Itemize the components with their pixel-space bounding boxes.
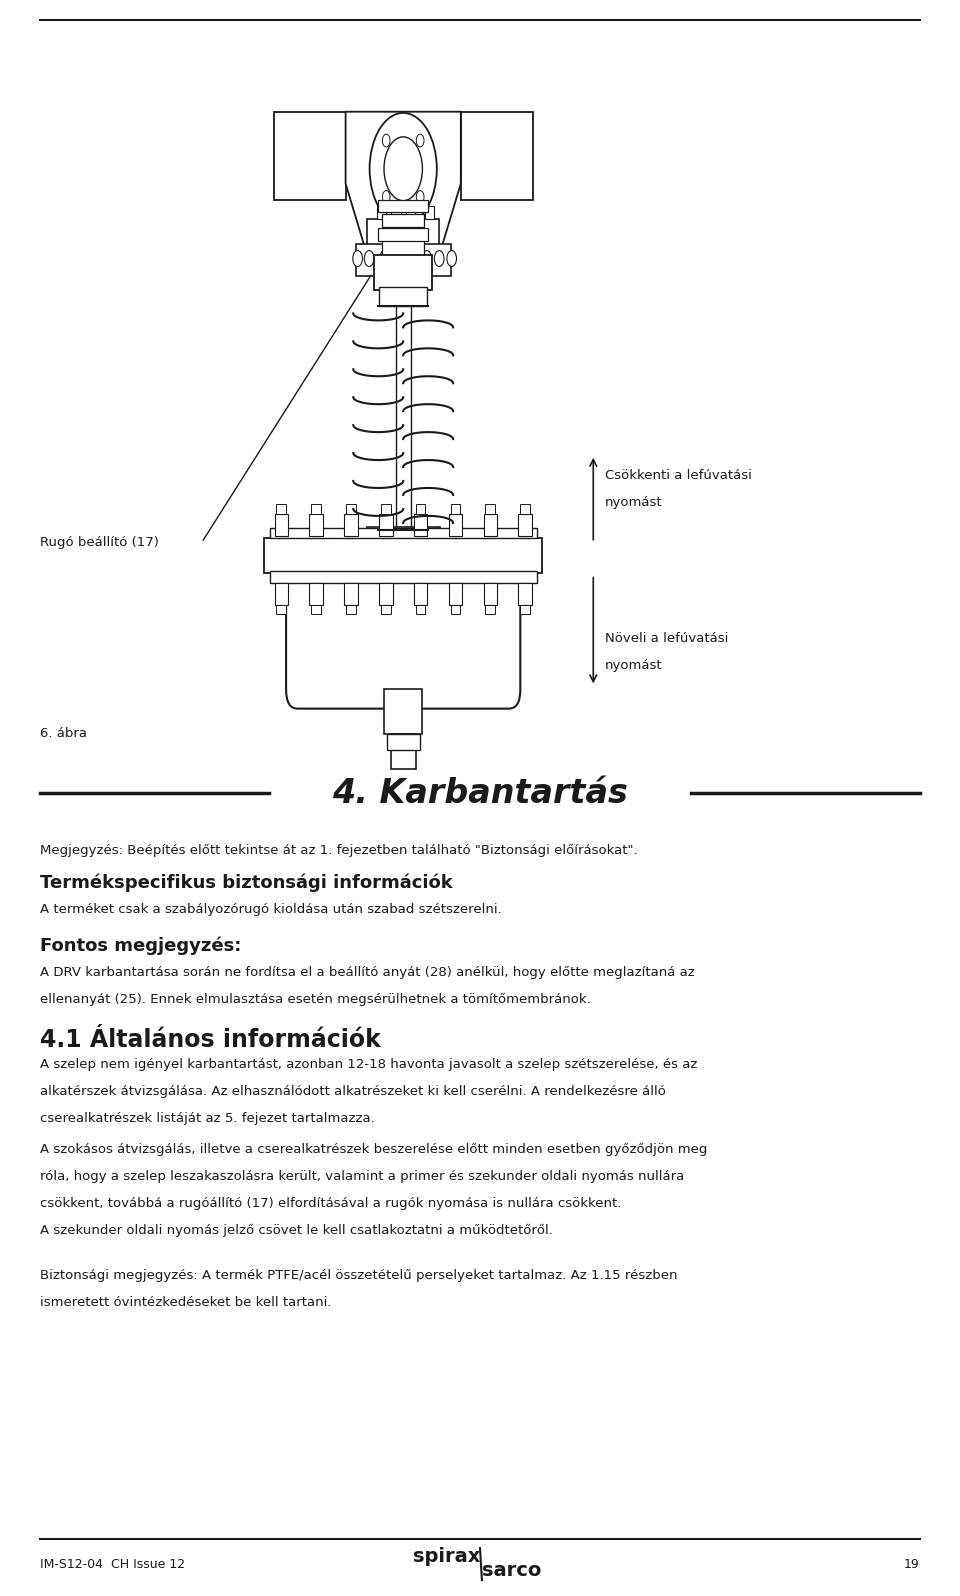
Text: Rugó beállító (17): Rugó beállító (17) — [40, 536, 159, 549]
Text: róla, hogy a szelep leszakaszolásra került, valamint a primer és szekunder oldal: róla, hogy a szelep leszakaszolásra kerü… — [40, 1170, 684, 1183]
Circle shape — [384, 137, 422, 201]
Text: A terméket csak a szabályozórugó kioldása után szabad szétszerelni.: A terméket csak a szabályozórugó kioldás… — [40, 903, 502, 916]
Text: spirax: spirax — [413, 1547, 480, 1566]
Text: Növeli a lefúvatási: Növeli a lefúvatási — [605, 632, 729, 645]
FancyBboxPatch shape — [270, 528, 537, 538]
Text: ismeretett óvintézkedéseket be kell tartani.: ismeretett óvintézkedéseket be kell tart… — [40, 1296, 332, 1309]
FancyBboxPatch shape — [270, 571, 537, 583]
FancyBboxPatch shape — [311, 605, 321, 614]
FancyBboxPatch shape — [520, 504, 530, 514]
Circle shape — [380, 251, 390, 267]
FancyBboxPatch shape — [391, 734, 416, 769]
FancyBboxPatch shape — [414, 514, 427, 536]
FancyBboxPatch shape — [374, 255, 432, 290]
FancyBboxPatch shape — [379, 583, 393, 605]
FancyBboxPatch shape — [414, 583, 427, 605]
FancyBboxPatch shape — [405, 206, 415, 219]
FancyBboxPatch shape — [520, 605, 530, 614]
FancyBboxPatch shape — [387, 734, 420, 750]
FancyBboxPatch shape — [484, 583, 497, 605]
FancyBboxPatch shape — [345, 514, 358, 536]
FancyBboxPatch shape — [355, 244, 451, 276]
FancyBboxPatch shape — [382, 239, 424, 255]
FancyBboxPatch shape — [345, 583, 358, 605]
Text: 4. Karbantartás: 4. Karbantartás — [332, 777, 628, 809]
Polygon shape — [346, 112, 461, 247]
FancyBboxPatch shape — [367, 527, 440, 543]
FancyBboxPatch shape — [347, 504, 356, 514]
FancyBboxPatch shape — [309, 583, 323, 605]
Text: alkatérszek átvizsgálása. Az elhasználódott alkatrészeket ki kell cserélni. A re: alkatérszek átvizsgálása. Az elhasználód… — [40, 1085, 666, 1098]
Circle shape — [422, 251, 432, 267]
FancyBboxPatch shape — [486, 504, 495, 514]
FancyBboxPatch shape — [376, 206, 386, 219]
Text: Csökkenti a lefúvatási: Csökkenti a lefúvatási — [605, 469, 752, 482]
FancyBboxPatch shape — [286, 546, 520, 709]
FancyBboxPatch shape — [484, 514, 497, 536]
FancyBboxPatch shape — [274, 112, 346, 200]
FancyBboxPatch shape — [347, 605, 356, 614]
FancyBboxPatch shape — [396, 273, 411, 551]
FancyBboxPatch shape — [264, 538, 542, 573]
Text: ellenanyát (25). Ennek elmulasztása esetén megsérülhetnek a tömítőmembránok.: ellenanyát (25). Ennek elmulasztása eset… — [40, 993, 591, 1005]
Circle shape — [434, 251, 444, 267]
FancyBboxPatch shape — [416, 504, 425, 514]
Text: Fontos megjegyzés:: Fontos megjegyzés: — [40, 937, 242, 956]
Circle shape — [382, 190, 390, 203]
FancyBboxPatch shape — [450, 605, 460, 614]
Circle shape — [417, 134, 424, 147]
Text: Termékspecifikus biztonsági információk: Termékspecifikus biztonsági információk — [40, 873, 453, 892]
Text: 6. ábra: 6. ábra — [40, 728, 87, 741]
FancyBboxPatch shape — [461, 112, 533, 200]
Circle shape — [446, 251, 457, 267]
FancyBboxPatch shape — [311, 504, 321, 514]
Text: csökkent, továbbá a rugóállító (17) elfordításával a rugók nyomása is nullára cs: csökkent, továbbá a rugóállító (17) elfo… — [40, 1197, 622, 1210]
FancyBboxPatch shape — [392, 206, 401, 219]
FancyBboxPatch shape — [275, 514, 288, 536]
Text: 19: 19 — [904, 1558, 920, 1570]
Text: nyomást: nyomást — [605, 496, 662, 509]
FancyBboxPatch shape — [309, 514, 323, 536]
FancyBboxPatch shape — [384, 689, 422, 734]
FancyBboxPatch shape — [379, 287, 427, 306]
Text: A szokásos átvizsgálás, illetve a cserealkatrészek beszerelése előtt minden eset: A szokásos átvizsgálás, illetve a cserea… — [40, 1143, 708, 1156]
FancyBboxPatch shape — [486, 605, 495, 614]
Text: Biztonsági megjegyzés: A termék PTFE/acél összetételű perselyeket tartalmaz. Az : Biztonsági megjegyzés: A termék PTFE/acé… — [40, 1269, 678, 1282]
FancyBboxPatch shape — [276, 504, 286, 514]
FancyBboxPatch shape — [382, 214, 424, 227]
FancyBboxPatch shape — [518, 583, 532, 605]
FancyBboxPatch shape — [448, 514, 462, 536]
Text: sarco: sarco — [482, 1561, 541, 1580]
FancyBboxPatch shape — [378, 228, 428, 241]
Circle shape — [382, 134, 390, 147]
Text: A szelep nem igényel karbantartást, azonban 12-18 havonta javasolt a szelep szét: A szelep nem igényel karbantartást, azon… — [40, 1058, 698, 1071]
Circle shape — [364, 251, 374, 267]
FancyBboxPatch shape — [450, 504, 460, 514]
Text: cserealkatrészek listáját az 5. fejezet tartalmazza.: cserealkatrészek listáját az 5. fejezet … — [40, 1112, 375, 1125]
Text: A DRV karbantartása során ne fordítsa el a beállító anyát (28) anélkül, hogy elő: A DRV karbantartása során ne fordítsa el… — [40, 966, 695, 978]
FancyBboxPatch shape — [424, 206, 434, 219]
Circle shape — [417, 190, 424, 203]
FancyBboxPatch shape — [448, 583, 462, 605]
Text: A szekunder oldali nyomás jelző csövet le kell csatlakoztatni a működtetőről.: A szekunder oldali nyomás jelző csövet l… — [40, 1224, 553, 1237]
FancyBboxPatch shape — [275, 583, 288, 605]
Text: 4.1 Általános információk: 4.1 Általános információk — [40, 1028, 381, 1052]
FancyBboxPatch shape — [416, 605, 425, 614]
FancyBboxPatch shape — [374, 539, 432, 559]
FancyBboxPatch shape — [378, 200, 428, 212]
FancyBboxPatch shape — [367, 219, 440, 247]
Circle shape — [400, 251, 411, 267]
FancyBboxPatch shape — [381, 605, 391, 614]
FancyBboxPatch shape — [518, 514, 532, 536]
FancyBboxPatch shape — [276, 605, 286, 614]
FancyBboxPatch shape — [379, 514, 393, 536]
Text: Megjegyzés: Beépítés előtt tekintse át az 1. fejezetben található "Biztonsági el: Megjegyzés: Beépítés előtt tekintse át a… — [40, 844, 638, 857]
Text: IM-S12-04  CH Issue 12: IM-S12-04 CH Issue 12 — [40, 1558, 185, 1570]
Circle shape — [353, 251, 363, 267]
Circle shape — [370, 113, 437, 225]
FancyBboxPatch shape — [381, 504, 391, 514]
Text: nyomást: nyomást — [605, 659, 662, 672]
